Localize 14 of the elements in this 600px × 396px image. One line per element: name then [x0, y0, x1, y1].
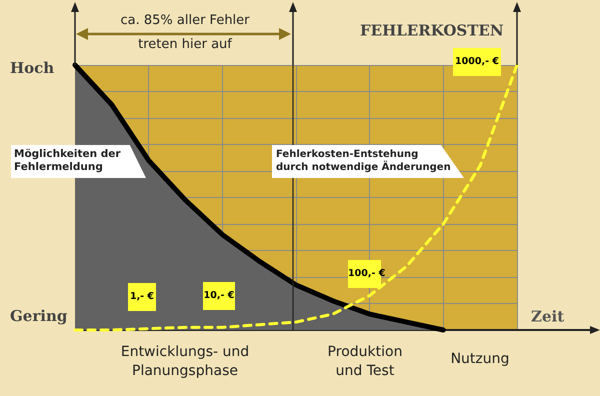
text: Produktion und Test: [326, 343, 404, 381]
text: Hoch: [10, 59, 54, 77]
text: Gering: [10, 307, 68, 325]
text: Nutzung: [450, 350, 510, 369]
annotation: 1000,- €: [454, 56, 500, 68]
chart-title: FEHLERKOSTEN: [360, 22, 504, 40]
x-axis-title: Zeit: [531, 308, 564, 326]
annotation: 10,- €: [203, 290, 235, 302]
text: Entwicklungs- und Planungsphase: [120, 343, 250, 381]
annotation: Möglichkeiten der Fehlermeldung: [14, 148, 122, 174]
annotation: Fehlerkosten-Entstehung durch notwendige Änderungen: [276, 148, 452, 174]
text: ca. 85% aller Fehler treten hier auf: [119, 12, 251, 54]
annotation: 100,- €: [348, 268, 386, 280]
annotation: 1,- €: [128, 291, 156, 303]
